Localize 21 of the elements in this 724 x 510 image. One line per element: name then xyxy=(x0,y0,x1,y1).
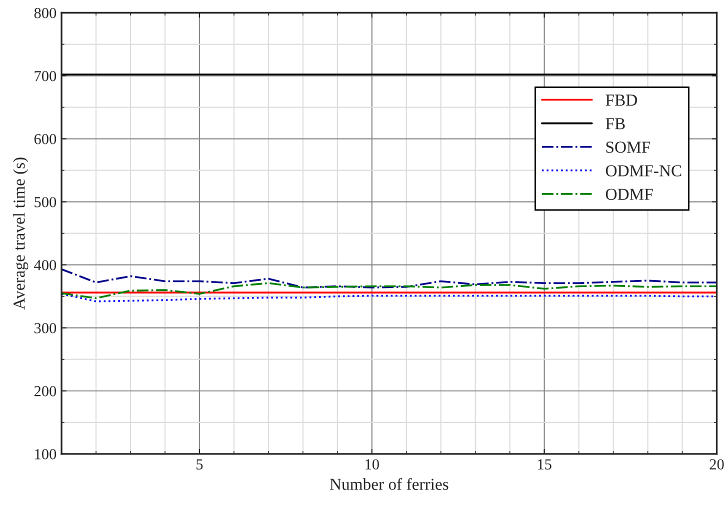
line-series xyxy=(62,282,717,300)
x-tick-label: 5 xyxy=(196,459,203,470)
x-tick-label: 20 xyxy=(710,459,724,470)
y-tick-label: 800 xyxy=(34,8,56,18)
x-axis-title: Number of ferries xyxy=(330,478,448,490)
legend-label: FB xyxy=(606,118,625,130)
legend-label: SOMF xyxy=(606,142,650,153)
y-tick-label: 500 xyxy=(34,196,56,208)
x-tick-label: 10 xyxy=(366,459,379,470)
legend-label: ODMF xyxy=(606,188,653,200)
line-series xyxy=(62,268,717,288)
y-tick-label: 400 xyxy=(34,260,56,270)
y-tick-label: 300 xyxy=(34,323,56,334)
legend-label: FBD xyxy=(606,94,637,106)
x-tick-label: 15 xyxy=(538,459,552,470)
y-tick-label: 100 xyxy=(35,449,56,460)
y-axis-title: Average travel time (s) xyxy=(13,158,28,310)
legend-label: ODMF-NC xyxy=(606,165,682,176)
y-tick-label: 700 xyxy=(34,70,56,82)
y-tick-label: 200 xyxy=(34,386,56,396)
y-tick-label: 600 xyxy=(34,134,56,144)
